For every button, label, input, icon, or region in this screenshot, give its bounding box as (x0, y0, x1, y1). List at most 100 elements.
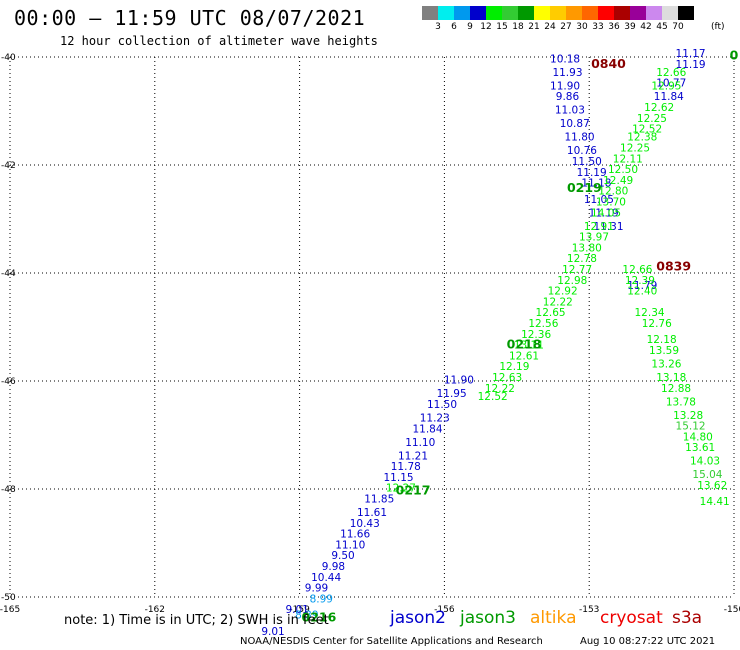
x-tick-label: -156 (434, 605, 455, 615)
wave-height-point: 12.65 (536, 307, 566, 319)
wave-height-point: 11.21 (398, 450, 428, 462)
satellite-s3a: s3a (672, 608, 703, 628)
wave-height-point: 12.50 (608, 164, 638, 176)
wave-height-point: 12.76 (642, 318, 672, 330)
wave-height-point: 12.62 (644, 102, 674, 114)
wave-height-point: 12.61 (509, 350, 539, 362)
wave-height-point: 11.15 (384, 472, 414, 484)
color-scale-swatch (422, 6, 438, 20)
pass-time-label: 0840 (591, 56, 626, 71)
wave-height-point: 13.78 (666, 396, 696, 408)
wave-height-point: 9.01 (261, 626, 284, 638)
color-scale-label: 33 (592, 22, 604, 32)
wave-height-point: 9.99 (305, 583, 328, 595)
wave-height-point: 10.18 (550, 53, 580, 65)
wave-height-point: 14.03 (690, 456, 720, 468)
color-scale-label: 24 (544, 22, 556, 32)
wave-height-point: 10.77 (656, 78, 686, 90)
pass-time-label: 0216 (302, 609, 337, 624)
x-tick-label: -165 (0, 605, 20, 615)
wave-height-point: 11.23 (420, 413, 450, 425)
wave-height-point: 11.66 (340, 529, 370, 541)
wave-height-point: 12.27 (386, 483, 416, 495)
color-scale-swatch (566, 6, 582, 20)
wave-height-point: 12.80 (598, 186, 628, 198)
wave-height-point: 12.22 (485, 383, 515, 395)
axis-ticks: -165 -162 -159 -156 -153 -150 -40 -42 -44 -46 -48 -… (0, 53, 740, 615)
wave-height-point: 11.03 (555, 105, 585, 117)
color-scale-label: 36 (608, 22, 620, 32)
footer-credit: NOAA/NESDIS Center for Satellite Applica… (240, 636, 543, 647)
color-scale-label: 27 (560, 22, 572, 32)
chart-title: 00:00 — 11:59 UTC 08/07/2021 (14, 6, 366, 30)
wave-height-point: 12.91 (584, 221, 614, 233)
footer-note: note: 1) Time is in UTC; 2) SWH is in fe… (64, 613, 329, 628)
color-scale-swatch (486, 6, 502, 20)
color-scale-label: 39 (624, 22, 636, 32)
x-tick-label: -162 (145, 605, 165, 615)
wave-height-point: 11.93 (552, 67, 582, 79)
wave-height-point: 12.63 (492, 372, 522, 384)
color-scale-label: 15 (496, 22, 508, 32)
wave-height-point: 11.19 (589, 207, 619, 219)
color-scale-unit: (ft) (711, 22, 725, 32)
color-scale-swatch (470, 6, 486, 20)
wave-height-point: 15.12 (676, 421, 706, 433)
wave-height-point: 15.04 (692, 469, 722, 481)
y-tick-label: -44 (1, 269, 16, 279)
wave-height-point: 11.61 (357, 507, 387, 519)
wave-height-point: 9.50 (331, 550, 354, 562)
color-scale-swatch (454, 6, 470, 20)
wave-height-point: 12.19 (499, 361, 529, 373)
wave-height-point: 11.95 (437, 388, 467, 400)
wave-height-point: 12.36 (521, 329, 551, 341)
color-scale-label: 70 (672, 22, 684, 32)
wave-height-point: 11.10 (335, 539, 365, 551)
time-labels: 0840 0839 0219 0218 0217 0216 0 (302, 48, 739, 625)
wave-height-point: 12.56 (528, 318, 558, 330)
color-scale-swatch (662, 6, 678, 20)
wave-height-point: 12.52 (478, 391, 508, 403)
wave-height-point: 12.92 (548, 286, 578, 298)
wave-height-point: 13.11 (514, 340, 544, 352)
color-scale-label: 12 (480, 22, 492, 32)
satellite-cryosat: cryosat (600, 608, 663, 628)
wave-height-point: 13.61 (685, 442, 715, 454)
wave-height-point: 11.78 (391, 461, 421, 473)
color-scale-swatch (678, 6, 694, 20)
satellite-altika: altika (530, 608, 577, 628)
wave-height-point: 12.88 (661, 383, 691, 395)
color-scale-swatch (598, 6, 614, 20)
wave-height-point: 12.39 (625, 275, 655, 287)
wave-height-point: 12.34 (635, 307, 665, 319)
y-tick-label: -42 (1, 161, 16, 171)
wave-height-point: 13.70 (596, 197, 626, 209)
wave-height-point: 12.66 (656, 67, 686, 79)
wave-height-point: 13.97 (579, 232, 609, 244)
wave-height-point: 8.39 (295, 610, 318, 622)
color-scale-swatch (646, 6, 662, 20)
x-tick-label: -153 (579, 605, 599, 615)
wave-height-point: 11.84 (654, 91, 684, 103)
pass-time-label: 0 (730, 48, 739, 63)
satellite-jason3: jason3 (460, 608, 516, 628)
y-tick-label: -48 (1, 485, 16, 495)
wave-height-point: 14.41 (700, 496, 730, 508)
wave-height-point: 13.62 (697, 480, 727, 492)
y-tick-label: -46 (1, 377, 16, 387)
footer-timestamp: Aug 10 08:27:22 UTC 2021 (580, 636, 716, 647)
wave-height-point: 11.19 (676, 59, 706, 71)
wave-height-point: 12.25 (620, 143, 650, 155)
wave-height-point: 14.05 (591, 207, 621, 219)
wave-height-point: 13.59 (649, 345, 679, 357)
color-scale-swatch (550, 6, 566, 20)
data-points: 11.1711.1910.7711.8410.1811.9311.909.861… (261, 48, 729, 638)
wave-height-point: 12.11 (613, 153, 643, 165)
wave-height-point: 11.05 (584, 194, 614, 206)
wave-height-point: 12.25 (637, 113, 667, 125)
wave-height-point: 11.31 (593, 221, 623, 233)
wave-height-point: 11.85 (364, 494, 394, 506)
wave-height-point: 12.18 (647, 334, 677, 346)
wave-height-point: 8.99 (310, 593, 333, 605)
wave-height-point: 11.19 (577, 167, 607, 179)
